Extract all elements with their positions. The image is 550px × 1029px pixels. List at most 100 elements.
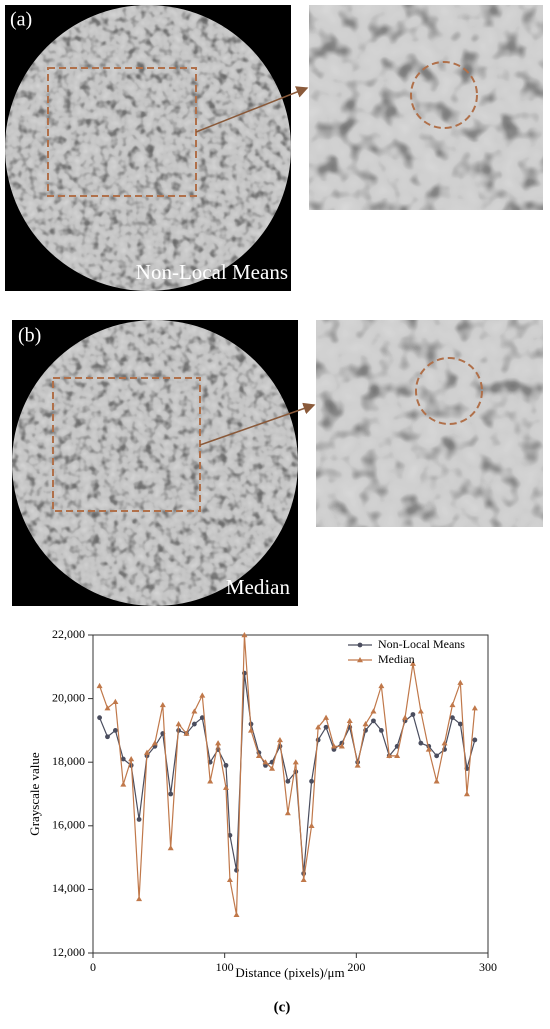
panel-a: (a) Non-Local Means — [5, 5, 543, 291]
marker — [417, 708, 424, 714]
marker — [315, 737, 321, 743]
x-tick-label: 100 — [216, 960, 234, 974]
marker — [425, 746, 432, 752]
y-tick-label: 16,000 — [52, 818, 85, 832]
legend-marker — [357, 642, 363, 648]
zoom-image — [316, 320, 543, 527]
marker — [159, 701, 166, 708]
marker — [284, 810, 291, 816]
marker — [227, 832, 233, 838]
marker — [457, 721, 463, 727]
marker — [255, 752, 262, 759]
x-tick-label: 200 — [347, 960, 365, 974]
marker — [402, 714, 409, 720]
y-tick-label: 18,000 — [52, 754, 85, 768]
marker — [199, 715, 205, 721]
zoom-image — [309, 5, 543, 210]
marker — [112, 728, 118, 733]
marker — [241, 632, 248, 638]
series-line — [99, 634, 476, 915]
marker — [285, 778, 291, 784]
arrow — [199, 402, 316, 446]
marker — [338, 743, 345, 749]
caption: (c) — [274, 999, 291, 1015]
marker — [151, 740, 158, 746]
marker — [450, 715, 455, 721]
arrow — [195, 86, 309, 133]
marker — [226, 876, 233, 883]
marker — [472, 737, 478, 743]
legend-label: Median — [378, 652, 415, 666]
marker — [168, 791, 174, 797]
roi-circle — [410, 61, 478, 129]
marker — [96, 682, 103, 689]
marker — [463, 791, 470, 797]
marker — [354, 762, 361, 768]
y-axis-label: Grayscale value — [27, 752, 42, 836]
marker — [191, 721, 197, 727]
marker — [191, 708, 198, 714]
marker — [269, 765, 276, 771]
marker — [346, 717, 353, 724]
marker — [292, 759, 299, 765]
marker — [215, 740, 222, 746]
marker — [223, 762, 229, 768]
marker — [418, 740, 424, 746]
x-tick-label: 300 — [479, 960, 497, 974]
marker — [378, 728, 384, 733]
marker — [457, 679, 464, 685]
marker — [167, 845, 174, 851]
marker — [128, 756, 135, 762]
method-label: Non-Local Means — [136, 260, 288, 284]
marker — [300, 876, 307, 883]
micrograph — [5, 5, 291, 291]
marker — [97, 715, 102, 721]
marker — [112, 698, 119, 704]
marker — [386, 752, 393, 759]
marker — [410, 712, 416, 717]
y-tick-label: 12,000 — [52, 945, 85, 959]
marker — [222, 784, 229, 790]
marker — [143, 749, 150, 755]
marker — [309, 778, 314, 784]
marker — [323, 714, 330, 720]
marker — [330, 743, 337, 749]
marker — [248, 727, 254, 733]
marker — [441, 740, 448, 746]
marker — [233, 911, 240, 918]
y-tick-label: 22,000 — [52, 627, 85, 641]
marker — [136, 817, 142, 822]
marker — [362, 721, 369, 727]
panel-b: (b) Median — [12, 320, 543, 606]
x-tick-label: 0 — [90, 960, 96, 974]
marker — [308, 822, 315, 828]
marker — [199, 692, 206, 698]
series-line — [99, 673, 476, 874]
panel-label: (a) — [10, 9, 32, 31]
marker — [433, 778, 440, 784]
marker — [449, 701, 456, 708]
marker — [434, 753, 440, 759]
legend-label: Non-Local Means — [378, 637, 465, 651]
y-tick-label: 20,000 — [52, 690, 85, 704]
method-label: Median — [226, 575, 291, 599]
legend-marker — [357, 657, 363, 663]
marker — [370, 708, 377, 714]
marker — [183, 730, 190, 736]
roi-circle — [415, 357, 483, 425]
marker — [120, 756, 126, 762]
marker — [378, 682, 385, 689]
x-axis-label: Distance (pixels)/μm — [235, 965, 344, 980]
y-tick-label: 14,000 — [52, 881, 85, 895]
marker — [207, 778, 214, 784]
marker — [371, 718, 376, 724]
panel-label: (b) — [18, 325, 41, 347]
marker — [471, 705, 478, 711]
marker — [323, 724, 329, 730]
marker — [105, 734, 110, 740]
marker — [136, 895, 143, 902]
marker — [315, 724, 322, 730]
marker — [409, 660, 416, 666]
marker — [276, 736, 283, 743]
